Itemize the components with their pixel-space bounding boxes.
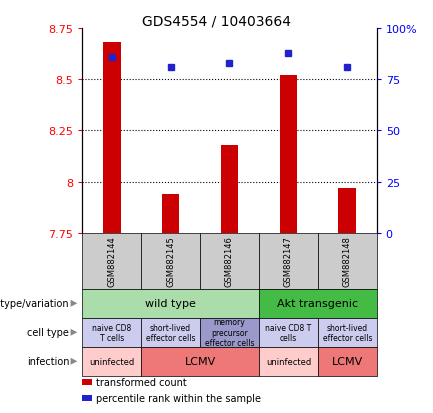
Text: Akt transgenic: Akt transgenic <box>277 299 359 309</box>
Text: GSM882148: GSM882148 <box>343 236 352 287</box>
Text: uninfected: uninfected <box>266 357 311 366</box>
Text: naive CD8 T
cells: naive CD8 T cells <box>265 323 311 342</box>
Bar <box>339 188 356 233</box>
Text: GSM882146: GSM882146 <box>225 236 234 287</box>
Text: GDS4554 / 10403664: GDS4554 / 10403664 <box>142 14 291 28</box>
Text: naive CD8
T cells: naive CD8 T cells <box>92 323 131 342</box>
Text: GSM882145: GSM882145 <box>166 236 175 287</box>
Bar <box>280 76 297 233</box>
Text: percentile rank within the sample: percentile rank within the sample <box>96 393 261 403</box>
Text: LCMV: LCMV <box>184 356 216 366</box>
Bar <box>103 43 120 233</box>
Text: uninfected: uninfected <box>89 357 134 366</box>
Text: LCMV: LCMV <box>332 356 363 366</box>
Text: GSM882147: GSM882147 <box>284 236 293 287</box>
Text: genotype/variation: genotype/variation <box>0 299 69 309</box>
Text: infection: infection <box>27 356 69 366</box>
Text: GSM882144: GSM882144 <box>107 236 116 287</box>
Bar <box>162 195 179 233</box>
Text: short-lived
effector cells: short-lived effector cells <box>323 323 372 342</box>
Text: transformed count: transformed count <box>96 377 187 387</box>
Text: short-lived
effector cells: short-lived effector cells <box>146 323 195 342</box>
Text: wild type: wild type <box>145 299 196 309</box>
Bar <box>221 145 238 233</box>
Text: memory
precursor
effector cells: memory precursor effector cells <box>205 318 254 347</box>
Text: cell type: cell type <box>27 328 69 337</box>
